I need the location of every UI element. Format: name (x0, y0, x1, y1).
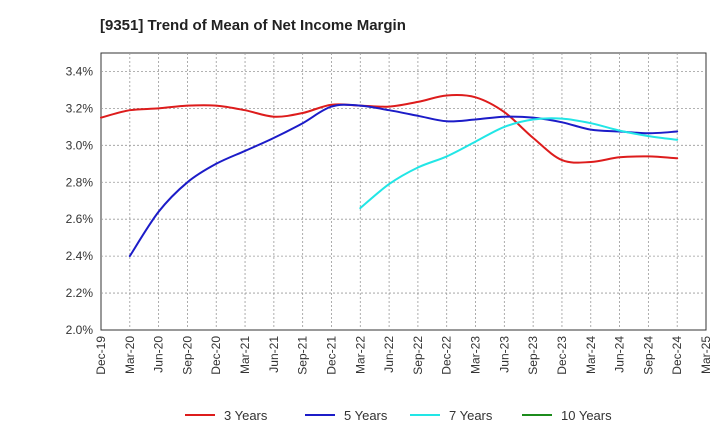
y-tick-label: 2.0% (66, 323, 94, 337)
x-tick-label: Mar-25 (699, 336, 713, 374)
y-tick-label: 2.6% (66, 212, 94, 226)
series-line-3-years (100, 94, 679, 164)
x-tick-label: Jun-23 (497, 336, 511, 373)
plot-area (100, 52, 707, 331)
x-axis: Dec-19 Mar-20 Jun-20 Sep-20 Dec-20 Mar-21 Jun-… (94, 336, 713, 375)
series-line-5-years (128, 103, 679, 258)
x-tick-label: Dec-19 (94, 336, 108, 375)
legend-label-3-years: 3 Years (224, 408, 268, 423)
grid-lines (101, 53, 706, 330)
y-tick-label: 3.2% (66, 101, 94, 115)
y-tick-label: 3.4% (66, 64, 94, 78)
x-tick-label: Mar-21 (238, 336, 252, 374)
x-tick-label: Dec-24 (670, 336, 684, 375)
y-tick-label: 2.4% (66, 249, 94, 263)
legend-label-10-years: 10 Years (561, 408, 612, 423)
x-tick-label: Mar-24 (584, 336, 598, 374)
y-tick-label: 2.2% (66, 286, 94, 300)
x-tick-label: Jun-21 (267, 336, 281, 373)
x-tick-label: Mar-23 (469, 336, 483, 374)
x-tick-label: Sep-24 (641, 336, 655, 375)
series-layer (100, 94, 679, 258)
legend-label-7-years: 7 Years (449, 408, 493, 423)
x-tick-label: Dec-22 (440, 336, 454, 375)
x-tick-label: Jun-20 (152, 336, 166, 373)
legend: 3 Years 5 Years 7 Years 10 Years (185, 408, 612, 423)
series-line-7-years (359, 117, 679, 210)
x-tick-label: Dec-21 (324, 336, 338, 375)
y-tick-label: 3.0% (66, 138, 94, 152)
x-tick-label: Sep-22 (411, 336, 425, 375)
x-tick-label: Mar-20 (123, 336, 137, 374)
x-tick-label: Jun-22 (382, 336, 396, 373)
x-tick-label: Sep-20 (180, 336, 194, 375)
y-tick-label: 2.8% (66, 175, 94, 189)
chart-title: [9351] Trend of Mean of Net Income Margi… (100, 17, 406, 34)
x-tick-label: Mar-22 (353, 336, 367, 374)
x-tick-label: Dec-20 (209, 336, 223, 375)
x-tick-label: Sep-21 (296, 336, 310, 375)
x-tick-label: Sep-23 (526, 336, 540, 375)
x-tick-label: Jun-24 (613, 336, 627, 373)
plot-frame (100, 52, 707, 331)
x-tick-label: Dec-23 (555, 336, 569, 375)
legend-label-5-years: 5 Years (344, 408, 388, 423)
y-axis: 2.0% 2.2% 2.4% 2.6% 2.8% 3.0% 3.2% 3.4% (66, 64, 94, 337)
